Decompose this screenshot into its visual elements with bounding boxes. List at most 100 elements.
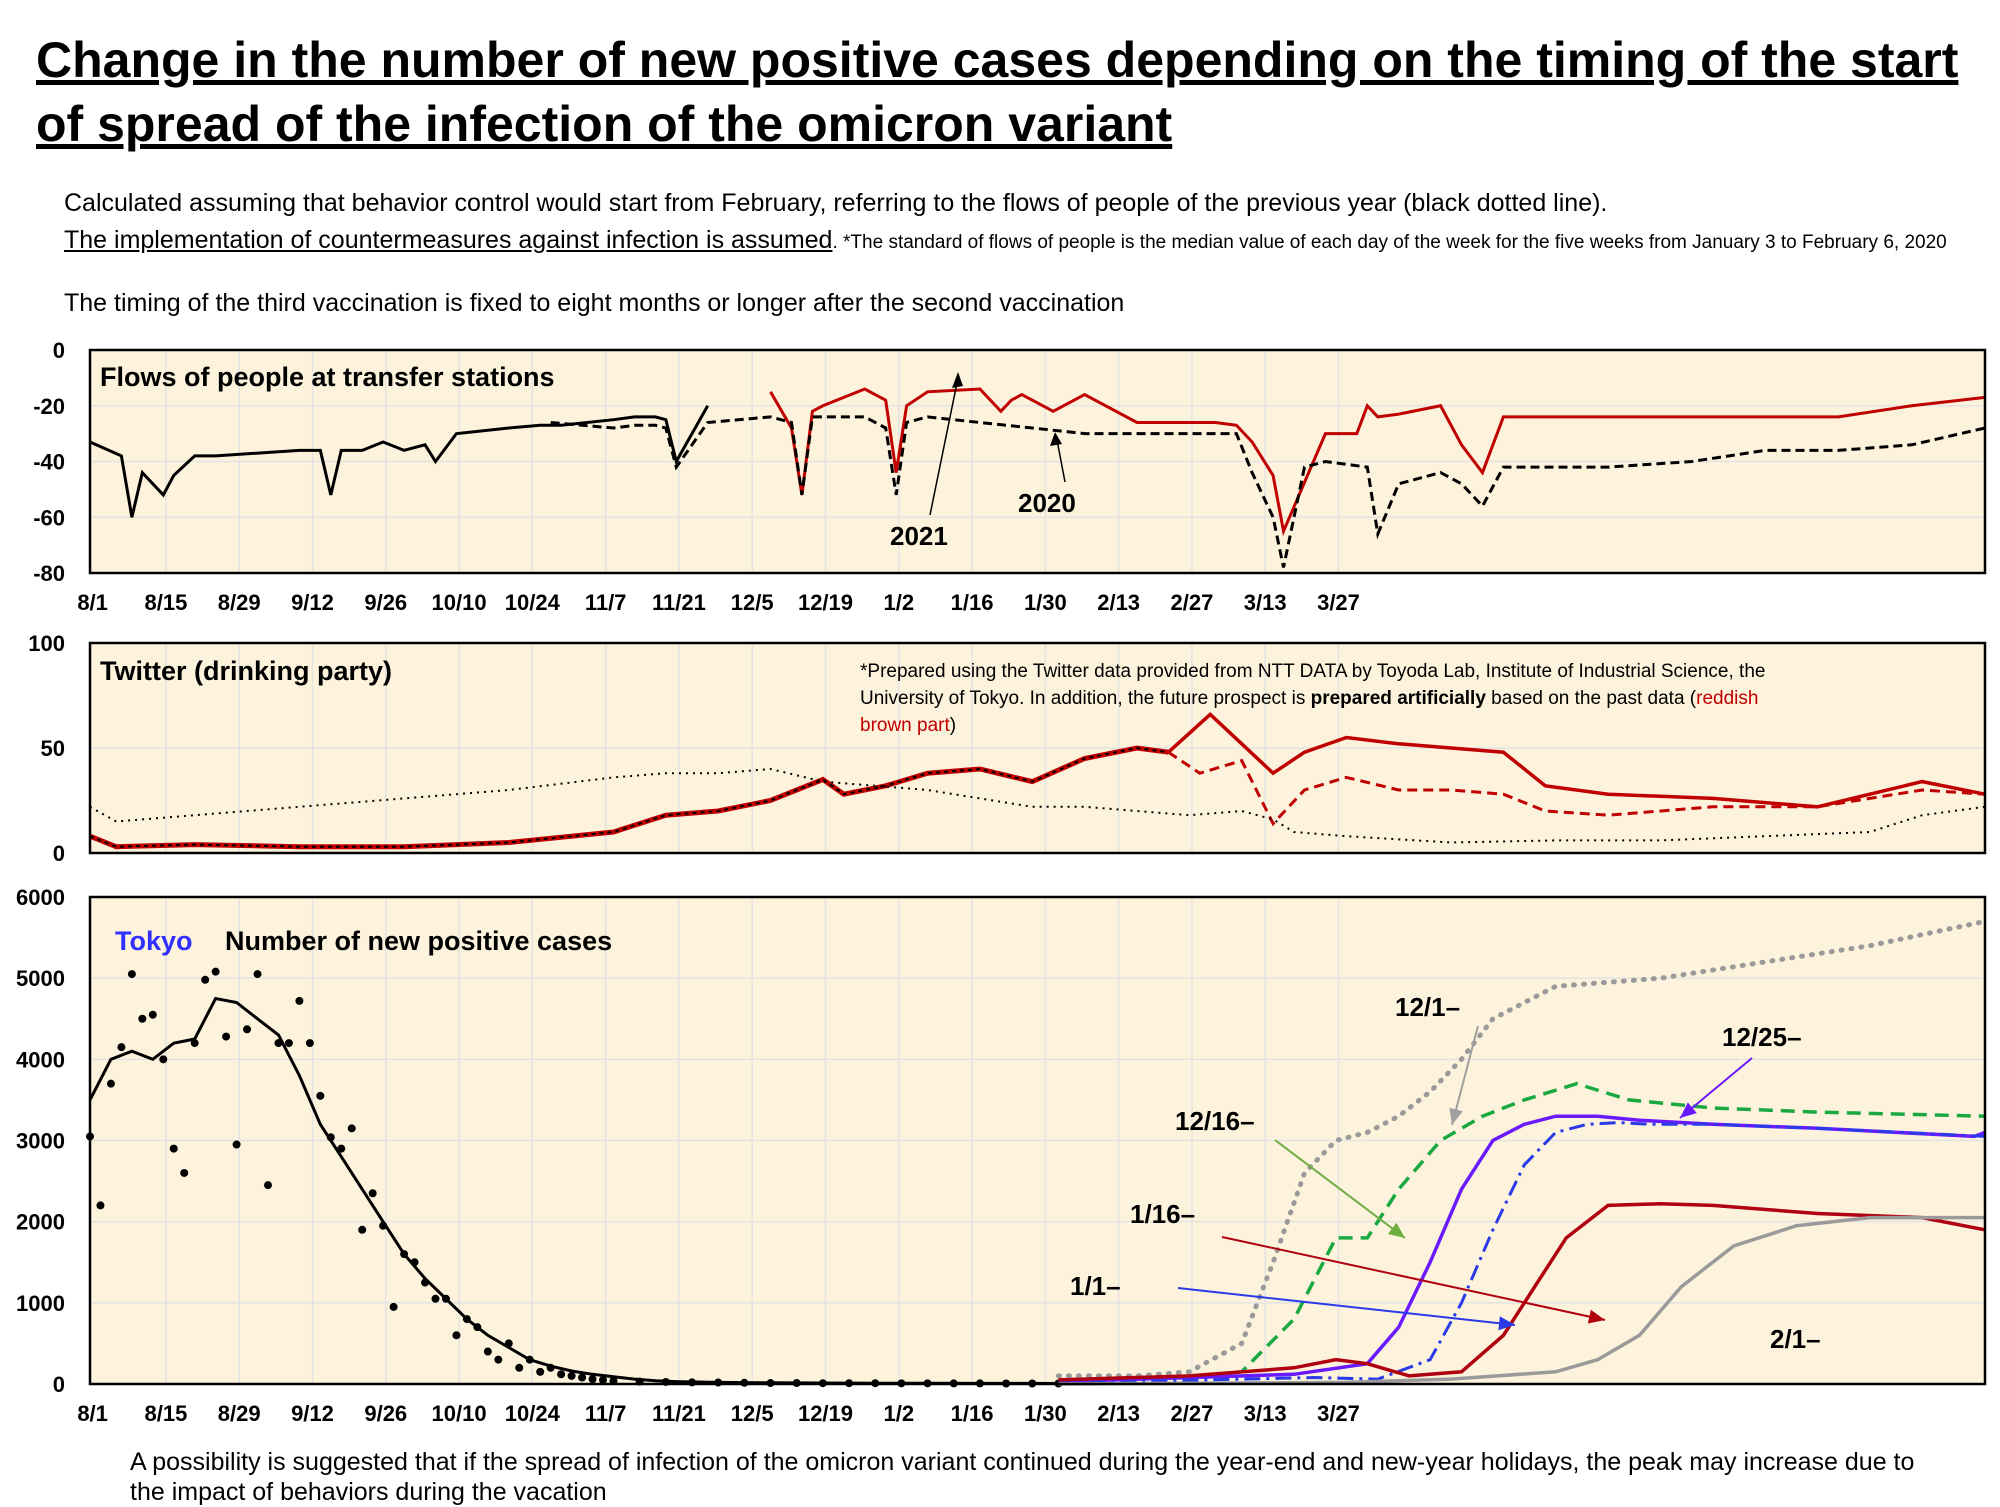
xtick-cases-16: 3/13: [1244, 1401, 1287, 1426]
scenario-arrow-3: [1177, 1287, 1516, 1326]
scenario-arrow-0: [1451, 1025, 1479, 1126]
series-twitter-1: [1167, 712, 1986, 809]
data-point-cases-39: [494, 1355, 503, 1364]
data-point-cases-10: [190, 1039, 199, 1048]
data-point-cases-13: [222, 1032, 231, 1041]
data-point-cases-9: [180, 1168, 189, 1177]
data-point-cases-6: [148, 1010, 157, 1019]
xtick-flows-7: 11/7: [585, 590, 627, 615]
scenario-arrowhead-2: [1587, 1309, 1605, 1324]
series-twitter-0-overlay: [89, 746, 1169, 848]
xtick-flows-8: 11/21: [652, 590, 706, 615]
scenario-label-5: 2/1–: [1770, 1324, 1821, 1354]
data-point-cases-22: [316, 1091, 325, 1100]
xtick-flows-11: 1/2: [883, 590, 914, 615]
data-point-cases-34: [441, 1294, 450, 1303]
xtick-cases-7: 11/7: [585, 1401, 627, 1426]
panel-cases: 6000 5000 4000 3000 2000 1000 0 8/1 8/15 8/29 9/12…: [16, 885, 1988, 1426]
xtick-cases-17: 3/27: [1317, 1401, 1360, 1426]
xtick-flows-16: 3/13: [1244, 590, 1287, 615]
ytick-flows-2: -40: [33, 450, 65, 475]
scenario-arrowhead-3: [1498, 1316, 1515, 1331]
data-point-cases-44: [546, 1363, 555, 1372]
xtick-cases-6: 10/24: [505, 1401, 561, 1426]
xtick-cases-2: 8/29: [218, 1401, 261, 1426]
ytick-twitter-0: 100: [28, 631, 65, 656]
xtick-cases-4: 9/26: [364, 1401, 407, 1426]
data-point-cases-42: [525, 1355, 534, 1364]
series-cases-7: [1058, 1215, 1985, 1386]
label-2021-leader: [929, 377, 959, 516]
label-2021-arrowhead: [952, 372, 963, 388]
scenario-arrowhead-0: [1449, 1107, 1463, 1125]
ytick-cases-0: 6000: [16, 885, 65, 910]
scenario-arrow-2: [1221, 1236, 1606, 1321]
data-point-cases-1: [96, 1201, 105, 1210]
ytick-cases-1: 5000: [16, 966, 65, 991]
data-point-cases-49: [599, 1375, 608, 1384]
data-point-cases-54: [714, 1378, 723, 1387]
xtick-flows-0: 8/1: [77, 590, 108, 615]
data-point-cases-12: [211, 967, 220, 976]
data-point-cases-5: [138, 1014, 147, 1023]
data-point-cases-47: [578, 1373, 587, 1382]
scenario-arrowhead-4: [1680, 1102, 1697, 1118]
series-cases-5: [1058, 1121, 1986, 1385]
panel-title-cases: Number of new positive cases: [225, 926, 612, 956]
data-point-cases-20: [295, 996, 304, 1005]
data-point-cases-26: [358, 1225, 367, 1234]
region-label-tokyo: Tokyo: [115, 926, 193, 956]
xtick-flows-6: 10/24: [505, 590, 561, 615]
page-title: Change in the number of new positive cas…: [36, 32, 1959, 152]
data-point-cases-15: [243, 1025, 252, 1034]
xtick-cases-10: 12/19: [798, 1401, 853, 1426]
data-point-cases-33: [431, 1294, 440, 1303]
twitter-note-b: University of Tokyo. In addition, the fu…: [860, 688, 1311, 709]
scenario-arrow-1: [1274, 1139, 1406, 1239]
xtick-flows-1: 8/15: [144, 590, 187, 615]
panel-flows: 0 -20 -40 -60 -80 8/1 8/15 8/29 9/12 9/26 10/10 10/…: [33, 338, 1987, 615]
series-flows-0-assumed: [769, 387, 1986, 537]
xtick-cases-3: 9/12: [291, 1401, 334, 1426]
xtick-flows-9: 12/5: [731, 590, 774, 615]
xtick-cases-5: 10/10: [432, 1401, 487, 1426]
data-point-cases-46: [567, 1371, 576, 1380]
data-point-cases-18: [274, 1039, 283, 1048]
data-point-cases-35: [452, 1331, 461, 1340]
data-point-cases-48: [588, 1375, 597, 1384]
data-point-cases-28: [379, 1221, 388, 1230]
panel-frame-flows: [88, 348, 1987, 575]
xtick-cases-11: 1/2: [883, 1401, 914, 1426]
data-point-cases-21: [305, 1039, 314, 1048]
xtick-flows-5: 10/10: [432, 590, 487, 615]
data-point-cases-37: [473, 1323, 482, 1332]
series-cases-4: [1058, 1114, 1986, 1384]
subtitle-2: The implementation of countermeasures ag…: [64, 225, 1964, 258]
ytick-flows-3: -60: [33, 505, 65, 530]
xtick-flows-15: 2/27: [1171, 590, 1214, 615]
twitter-note-line2: University of Tokyo. In addition, the fu…: [860, 688, 1758, 709]
xtick-cases-14: 2/13: [1097, 1401, 1140, 1426]
xtick-flows-10: 12/19: [798, 590, 853, 615]
data-point-cases-19: [284, 1039, 293, 1048]
twitter-note-line1: *Prepared using the Twitter data provide…: [860, 661, 1765, 682]
xtick-flows-13: 1/30: [1024, 590, 1067, 615]
subtitle-2-main: The implementation of countermeasures ag…: [64, 226, 833, 254]
xtick-cases-8: 11/21: [652, 1401, 706, 1426]
xtick-cases-9: 12/5: [731, 1401, 774, 1426]
label-2020-leader: [1056, 439, 1066, 483]
series-cases-3: [1058, 1081, 1986, 1382]
scenario-label-4: 12/25–: [1722, 1022, 1802, 1052]
ytick-flows-1: -20: [33, 394, 65, 419]
data-point-cases-41: [515, 1363, 524, 1372]
scenario-arrowhead-1: [1388, 1222, 1405, 1238]
ytick-cases-4: 2000: [16, 1210, 65, 1235]
data-point-cases-40: [504, 1339, 513, 1348]
twitter-note-g: ): [950, 715, 956, 736]
subtitle-1: Calculated assuming that behavior contro…: [64, 189, 1608, 217]
data-point-cases-30: [400, 1250, 409, 1259]
data-point-cases-4: [127, 970, 136, 979]
series-cases-6: [1058, 1202, 1986, 1382]
data-point-cases-8: [169, 1144, 178, 1153]
twitter-note-d: based on the past data (: [1486, 688, 1697, 709]
